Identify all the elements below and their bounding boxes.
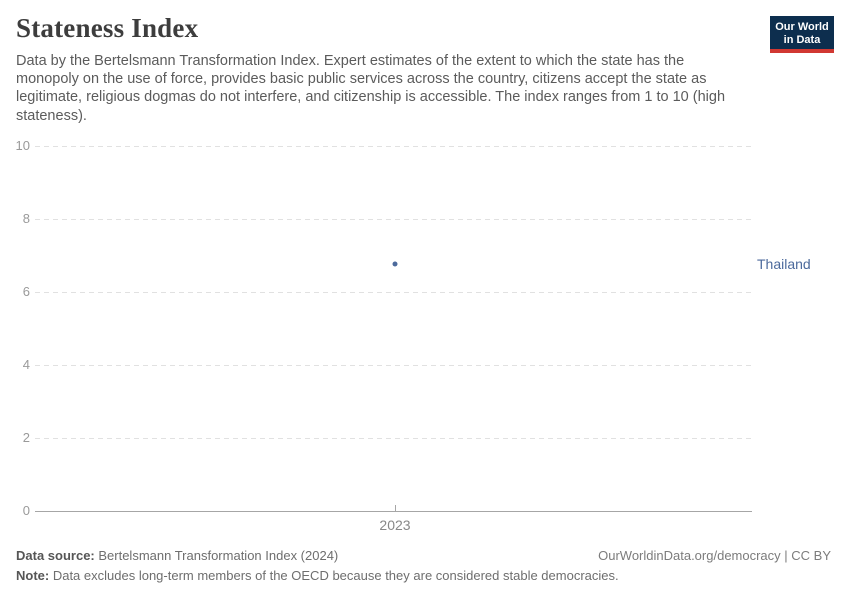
footer-note-label: Note: (16, 568, 50, 583)
y-tick-label: 6 (22, 283, 30, 299)
gridline (35, 145, 752, 147)
owid-logo-line2: in Data (783, 34, 821, 46)
gridline (35, 364, 752, 366)
owid-logo-line1: Our World (775, 21, 829, 33)
owid-logo[interactable]: Our World in Data (770, 16, 834, 53)
footer-citation-link[interactable]: OurWorldinData.org/democracy | CC BY (598, 548, 831, 563)
footer-note-text: Data excludes long-term members of the O… (49, 568, 619, 583)
x-tick-mark (395, 505, 396, 511)
data-source-text: Bertelsmann Transformation Index (2024) (94, 548, 339, 563)
data-source: Data source: Bertelsmann Transformation … (16, 548, 338, 564)
data-point-thailand[interactable] (392, 261, 398, 267)
gridline (35, 437, 752, 439)
entity-label-thailand[interactable]: Thailand (757, 255, 811, 272)
y-tick-label: 4 (22, 356, 30, 372)
x-axis-line (35, 511, 752, 512)
y-tick-label: 0 (22, 503, 30, 518)
gridline (35, 218, 752, 220)
chart-footer: Data source: Bertelsmann Transformation … (16, 548, 831, 584)
gridline (35, 291, 752, 293)
y-tick-label: 8 (22, 210, 30, 226)
x-tick-label: 2023 (379, 517, 411, 533)
footer-note: Note: Data excludes long-term members of… (16, 568, 831, 584)
y-tick-label: 10 (15, 137, 30, 153)
data-source-label: Data source: (16, 548, 95, 563)
chart-subtitle: Data by the Bertelsmann Transformation I… (16, 53, 726, 124)
page-title: Stateness Index (16, 13, 199, 43)
y-tick-label: 2 (22, 429, 30, 445)
